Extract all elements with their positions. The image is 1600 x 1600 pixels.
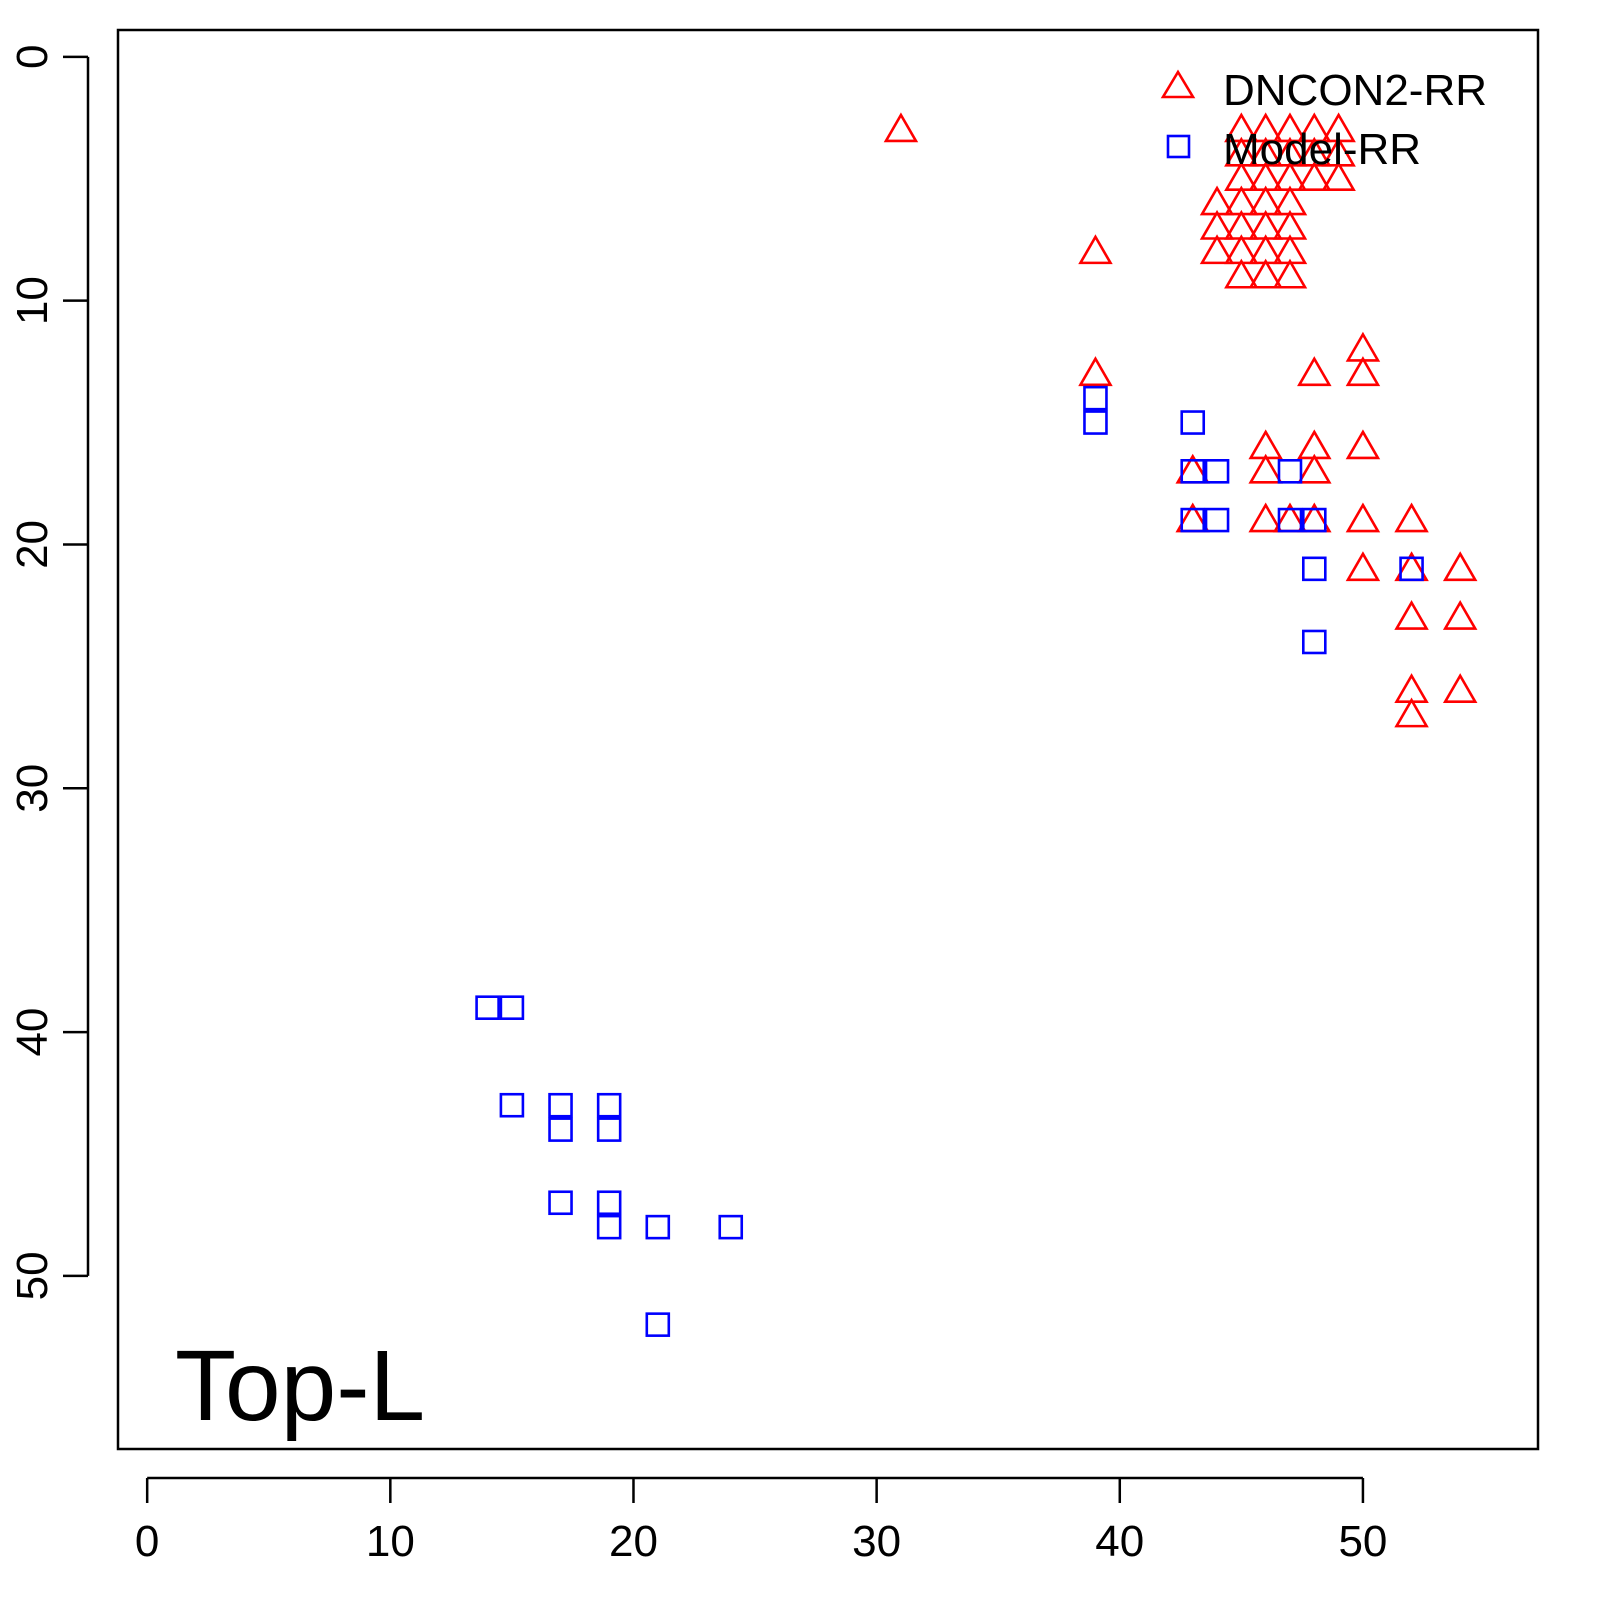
point-dncon2-rr <box>1078 234 1113 265</box>
point-model-rr <box>548 1117 573 1142</box>
y-axis: 0 10 20 30 40 50 <box>8 45 90 1300</box>
point-model-rr <box>1302 629 1327 655</box>
legend-label-dncon2: DNCON2-RR <box>1223 66 1487 115</box>
x-tick-label: 40 <box>1095 1517 1144 1566</box>
x-tick-label: 30 <box>852 1517 901 1566</box>
point-model-rr <box>1277 459 1303 484</box>
point-model-rr <box>548 1190 573 1216</box>
point-dncon2-rr <box>1297 356 1332 387</box>
plot-frame <box>116 28 1540 1451</box>
y-tick-label: 50 <box>8 1251 57 1300</box>
x-axis: 0 10 20 30 40 50 <box>135 1476 1387 1566</box>
point-dncon2-rr <box>1345 551 1381 582</box>
point-model-rr <box>548 1092 573 1118</box>
point-dncon2-rr <box>1394 502 1429 533</box>
legend-square-icon <box>1166 134 1191 159</box>
x-tick-label: 20 <box>609 1517 658 1566</box>
point-model-rr <box>645 1312 671 1337</box>
point-model-rr <box>1399 556 1424 582</box>
point-model-rr <box>596 1092 622 1118</box>
point-model-rr <box>645 1214 671 1240</box>
point-dncon2-rr <box>1248 502 1283 533</box>
point-model-rr <box>475 995 500 1020</box>
point-dncon2-rr <box>1199 234 1235 265</box>
point-dncon2-rr <box>1297 453 1332 484</box>
point-model-rr <box>1302 556 1327 582</box>
point-dncon2-rr <box>1297 161 1332 192</box>
point-model-rr <box>499 995 525 1020</box>
point-model-rr <box>718 1214 744 1240</box>
x-tick-label: 0 <box>135 1517 159 1566</box>
point-dncon2-rr <box>1394 599 1429 630</box>
point-dncon2-rr <box>1321 161 1356 192</box>
legend-label-model: Model-RR <box>1223 125 1421 174</box>
point-model-rr <box>1302 507 1327 533</box>
point-dncon2-rr <box>1224 258 1259 289</box>
point-dncon2-rr <box>1394 697 1429 728</box>
point-dncon2-rr <box>1345 502 1381 533</box>
y-tick-label: 30 <box>8 764 57 813</box>
plot-annotation: Top-L <box>175 1330 425 1442</box>
point-model-rr <box>499 1092 525 1118</box>
point-model-rr <box>1083 385 1108 411</box>
point-model-rr <box>1204 507 1230 533</box>
point-dncon2-rr <box>1345 429 1381 460</box>
point-dncon2-rr <box>1442 599 1478 630</box>
point-model-rr <box>596 1190 622 1216</box>
point-model-rr <box>1180 459 1206 484</box>
point-dncon2-rr <box>1078 356 1113 387</box>
legend: DNCON2-RR Model-RR <box>1160 66 1487 174</box>
x-tick-label: 50 <box>1338 1517 1387 1566</box>
data-points <box>475 112 1478 1337</box>
point-model-rr <box>1180 410 1206 435</box>
y-tick-label: 40 <box>8 1008 57 1057</box>
point-model-rr <box>596 1117 622 1142</box>
point-model-rr <box>1277 507 1303 533</box>
point-model-rr <box>596 1214 622 1240</box>
legend-triangle-icon <box>1160 69 1196 99</box>
x-tick-label: 10 <box>366 1517 415 1566</box>
point-dncon2-rr <box>1248 258 1283 289</box>
point-dncon2-rr <box>1442 673 1478 704</box>
y-tick-label: 20 <box>8 520 57 569</box>
y-tick-label: 10 <box>8 276 57 325</box>
y-tick-label: 0 <box>8 45 57 69</box>
point-dncon2-rr <box>1442 551 1478 582</box>
point-dncon2-rr <box>1248 453 1283 484</box>
point-dncon2-rr <box>883 112 919 143</box>
point-dncon2-rr <box>1272 258 1308 289</box>
point-model-rr <box>1083 410 1108 435</box>
point-dncon2-rr <box>1345 356 1381 387</box>
point-model-rr <box>1204 459 1230 484</box>
point-model-rr <box>1180 507 1206 533</box>
